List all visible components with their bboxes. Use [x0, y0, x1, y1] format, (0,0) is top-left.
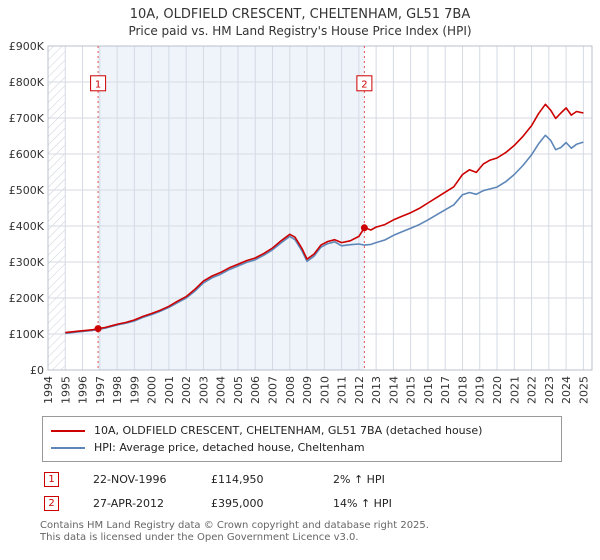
y-axis-tick: £500K	[9, 184, 45, 197]
x-axis-tick: 2024	[560, 376, 573, 404]
svg-text:1: 1	[95, 79, 101, 90]
x-axis-tick: 2006	[249, 376, 262, 404]
legend-item-price: 10A, OLDFIELD CRESCENT, CHELTENHAM, GL51…	[51, 422, 553, 439]
x-axis-tick: 2018	[456, 376, 469, 404]
no-data-hatch	[48, 46, 66, 370]
x-axis-tick: 2012	[353, 376, 366, 404]
x-axis-tick: 2004	[215, 376, 228, 404]
transaction-2-price: £395,000	[211, 497, 264, 510]
hpi-line	[65, 134, 584, 335]
x-axis-tick: 2016	[422, 376, 435, 404]
footer-line-1: Contains HM Land Registry data © Crown c…	[40, 520, 429, 531]
svg-text:2: 2	[361, 79, 367, 90]
table-row: 1 22-NOV-1996 £114,950 2% ↑ HPI	[44, 472, 600, 487]
page-title: 10A, OLDFIELD CRESCENT, CHELTENHAM, GL51…	[129, 7, 471, 22]
sale-point	[360, 224, 368, 232]
x-axis-tick: 2023	[543, 376, 556, 404]
y-axis-tick: £0	[30, 364, 44, 377]
y-axis-tick: £200K	[9, 292, 45, 305]
page-subtitle: Price paid vs. HM Land Registry's House …	[128, 24, 472, 38]
x-axis-tick: 1999	[128, 376, 141, 404]
x-axis-tick: 1997	[94, 376, 107, 404]
hpi-line-swatch	[51, 446, 85, 449]
x-axis-tick: 1996	[77, 376, 90, 404]
y-axis-tick: £300K	[9, 256, 45, 269]
x-axis-tick: 2017	[439, 376, 452, 404]
transaction-2-badge: 2	[44, 496, 59, 511]
transaction-1-hpi: 2% ↑ HPI	[333, 473, 385, 486]
y-axis-tick: £900K	[9, 40, 45, 53]
table-row: 2 27-APR-2012 £395,000 14% ↑ HPI	[44, 496, 600, 511]
x-axis-tick: 1994	[42, 376, 55, 404]
legend-label-hpi: HPI: Average price, detached house, Chel…	[94, 441, 365, 454]
x-axis-tick: 1995	[59, 376, 72, 404]
transaction-2-date: 27-APR-2012	[93, 497, 165, 510]
x-axis-tick: 2013	[370, 376, 383, 404]
legend-label-price: 10A, OLDFIELD CRESCENT, CHELTENHAM, GL51…	[94, 424, 483, 437]
price-line-swatch	[51, 429, 85, 432]
sale-marker-badge	[356, 75, 373, 92]
y-axis-tick: £400K	[9, 220, 45, 233]
x-axis-tick: 2000	[146, 376, 159, 404]
x-axis-tick: 2002	[180, 376, 193, 404]
x-axis-tick: 2007	[267, 376, 280, 404]
legend-item-hpi: HPI: Average price, detached house, Chel…	[51, 439, 553, 456]
x-axis-tick: 2019	[474, 376, 487, 404]
price-chart: £0 £100K £200K £300K £400K £500K £600K £700K £80…	[9, 40, 593, 404]
chart-header: 10A, OLDFIELD CRESCENT, CHELTENHAM, GL51…	[0, 0, 600, 40]
y-axis-tick: £800K	[9, 76, 45, 89]
x-axis-tick: 2003	[197, 376, 210, 404]
y-axis-tick: £100K	[9, 328, 45, 341]
x-axis-tick: 2021	[508, 376, 521, 404]
footer-line-2: This data is licensed under the Open Gov…	[40, 532, 359, 543]
license-footer: Contains HM Land Registry data © Crown c…	[40, 520, 600, 544]
sale-marker-badge	[90, 75, 107, 92]
x-axis-tick: 2025	[577, 376, 590, 404]
transactions-table: 1 22-NOV-1996 £114,950 2% ↑ HPI 2 27-APR…	[44, 472, 600, 511]
chart-legend: 10A, OLDFIELD CRESCENT, CHELTENHAM, GL51…	[42, 416, 562, 462]
transaction-1-price: £114,950	[211, 473, 264, 486]
x-axis-tick: 2011	[336, 376, 349, 404]
x-axis-tick: 2001	[163, 376, 176, 404]
sale-point	[94, 325, 102, 333]
transaction-1-badge: 1	[44, 472, 59, 487]
x-axis-tick: 2022	[526, 376, 539, 404]
x-axis-tick: 2009	[301, 376, 314, 404]
x-axis-tick: 2020	[491, 376, 504, 404]
x-axis-tick: 1998	[111, 376, 124, 404]
x-axis-tick: 2005	[232, 376, 245, 404]
transaction-1-date: 22-NOV-1996	[93, 473, 167, 486]
y-axis-tick: £700K	[9, 112, 45, 125]
y-axis-tick: £600K	[9, 148, 45, 161]
x-axis-tick: 2015	[405, 376, 418, 404]
x-axis-tick: 2008	[284, 376, 297, 404]
x-axis-tick: 2014	[387, 376, 400, 404]
x-axis-tick: 2010	[318, 376, 331, 404]
transaction-2-hpi: 14% ↑ HPI	[333, 497, 392, 510]
price-line	[65, 103, 584, 334]
